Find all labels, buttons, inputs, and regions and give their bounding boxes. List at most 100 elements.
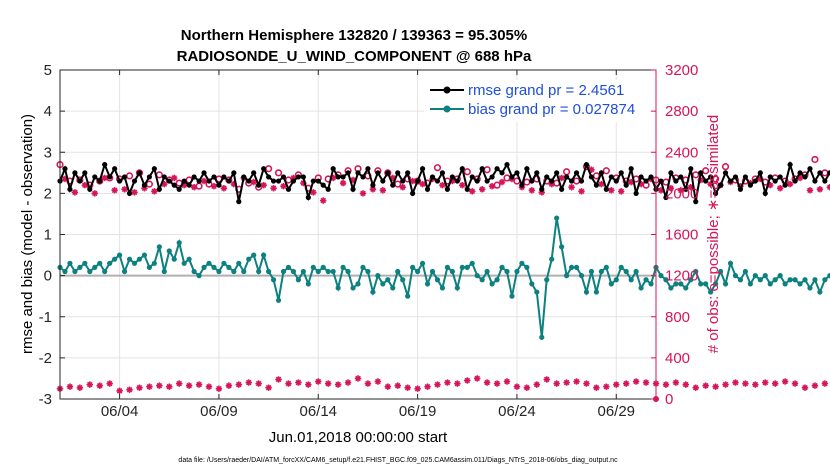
- x-tick-label: 06/14: [299, 403, 337, 420]
- bias-point: [722, 281, 729, 287]
- bias-point: [643, 277, 649, 283]
- y2-tick-label: 3200: [665, 62, 698, 79]
- assimilated-point: [260, 181, 267, 189]
- assimilated-point: [578, 188, 585, 195]
- rmse-point: [390, 182, 396, 188]
- bias-point: [549, 256, 555, 262]
- rmse-point: [668, 170, 674, 176]
- rmse-point: [623, 182, 629, 188]
- chart-subtitle: RADIOSONDE_U_WIND_COMPONENT @ 688 hPa: [177, 48, 532, 65]
- assimilated-low-point: [384, 383, 391, 390]
- rmse-point: [325, 186, 331, 192]
- rmse-point: [534, 170, 540, 176]
- assimilated-point: [469, 188, 476, 195]
- rmse-point: [469, 174, 475, 180]
- bias-point: [429, 268, 436, 275]
- assimilated-low-point: [176, 380, 183, 387]
- y2-tick-label: 800: [665, 309, 690, 326]
- assimilated-low-point: [702, 382, 709, 389]
- possible-point: [135, 169, 144, 177]
- assimilated-point: [111, 187, 118, 194]
- bias-point: [201, 264, 207, 270]
- y2-tick-label: 2800: [665, 103, 698, 120]
- rmse-point: [598, 170, 604, 176]
- rmse-point: [161, 174, 167, 180]
- bias-point: [484, 268, 490, 275]
- bias-point: [474, 273, 480, 279]
- y-tick-label: 2: [44, 185, 52, 202]
- assimilated-point: [478, 186, 486, 193]
- rmse-point: [573, 170, 580, 176]
- assimilated-low-point: [791, 380, 799, 387]
- assimilated-low-point: [354, 375, 362, 382]
- rmse-point: [588, 174, 595, 180]
- rmse-point: [400, 178, 406, 184]
- bias-point: [499, 264, 505, 270]
- bias-point: [295, 277, 301, 283]
- assimilated-low-point: [642, 379, 650, 386]
- possible-point: [433, 164, 442, 172]
- assimilated-low-point: [513, 383, 521, 390]
- bias-point: [613, 277, 619, 283]
- assimilated-point: [121, 186, 128, 193]
- bias-point: [827, 273, 830, 279]
- bias-point: [663, 277, 669, 283]
- rmse-point: [747, 182, 753, 188]
- bias-point: [231, 268, 237, 275]
- rmse-point: [578, 178, 585, 184]
- rmse-point: [812, 178, 818, 184]
- y-tick-label: -3: [39, 391, 52, 408]
- bias-point: [568, 264, 575, 270]
- assimilated-low-point: [344, 379, 352, 386]
- assimilated-low-point: [781, 378, 789, 385]
- rmse-point: [499, 170, 505, 176]
- rmse-point: [415, 178, 421, 184]
- rmse-point: [449, 174, 455, 180]
- rmse-point: [395, 170, 401, 176]
- rmse-point: [688, 166, 694, 172]
- rmse-point: [92, 174, 98, 180]
- rmse-point: [583, 161, 590, 168]
- rmse-point: [802, 174, 808, 180]
- assimilated-low-point: [474, 375, 481, 382]
- bias-point: [464, 264, 470, 270]
- bias-point: [335, 285, 341, 291]
- rmse-point: [459, 166, 465, 172]
- rmse-point: [320, 182, 326, 188]
- rmse-point: [807, 166, 813, 172]
- rmse-point: [797, 170, 803, 176]
- bias-point: [777, 273, 783, 279]
- bias-point: [539, 334, 545, 340]
- rmse-point: [126, 190, 133, 196]
- bias-point: [698, 281, 704, 287]
- assimilated-low-point: [801, 384, 809, 391]
- x-tick-label: 06/04: [101, 403, 139, 420]
- assimilated-point: [459, 181, 466, 189]
- bias-point: [593, 289, 600, 295]
- rmse-point: [370, 182, 376, 188]
- bias-point: [449, 268, 455, 275]
- bias-point: [305, 281, 311, 287]
- bias-point: [618, 264, 624, 270]
- rmse-point: [504, 161, 510, 168]
- bias-point: [176, 240, 182, 246]
- assimilated-low-point: [493, 380, 501, 387]
- assimilated-low-point: [235, 381, 242, 388]
- rmse-point: [524, 166, 530, 172]
- assimilated-point: [568, 184, 575, 191]
- rmse-point: [419, 166, 426, 172]
- x-tick-label: 06/24: [498, 403, 536, 420]
- bias-point: [554, 215, 560, 221]
- assimilated-point: [339, 179, 347, 187]
- rmse-point: [737, 186, 744, 192]
- bias-point: [380, 281, 386, 287]
- bias-point: [280, 268, 287, 275]
- rmse-point: [201, 170, 207, 176]
- bias-point: [638, 285, 644, 291]
- rmse-point: [593, 182, 600, 188]
- bias-point: [693, 268, 699, 275]
- bias-point: [727, 260, 734, 266]
- rmse-point: [280, 174, 287, 180]
- bias-point: [405, 293, 411, 299]
- rmse-point: [683, 186, 689, 192]
